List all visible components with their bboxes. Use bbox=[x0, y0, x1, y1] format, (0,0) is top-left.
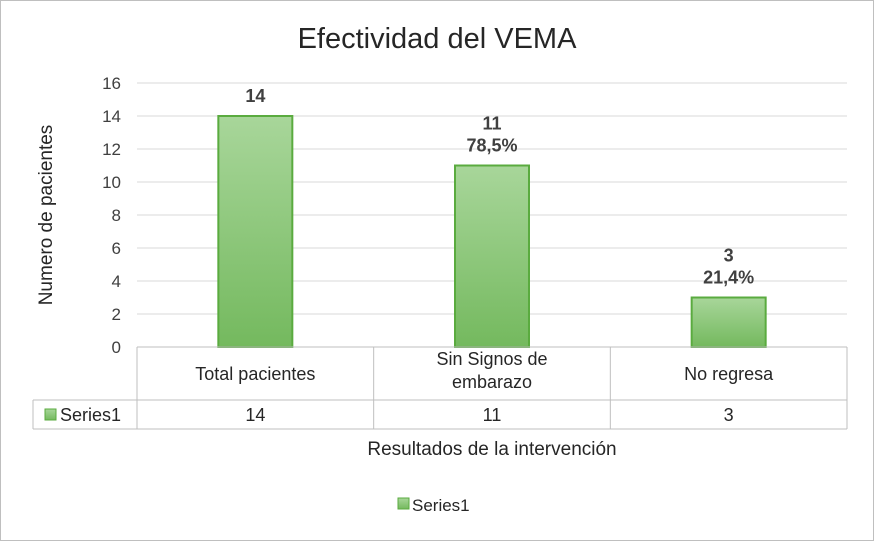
data-label-value: 11 bbox=[482, 114, 501, 134]
legend: Series1 bbox=[397, 496, 470, 515]
table-value: 3 bbox=[724, 405, 734, 425]
category-label: Sin Signos de bbox=[436, 349, 547, 369]
y-tick-label: 8 bbox=[112, 206, 121, 225]
table-value: 14 bbox=[245, 405, 265, 425]
category-label: No regresa bbox=[684, 364, 774, 384]
bar bbox=[217, 115, 294, 348]
y-tick-label: 2 bbox=[112, 305, 121, 324]
data-label-percent: 21,4% bbox=[703, 268, 754, 288]
y-tick-label: 12 bbox=[102, 140, 121, 159]
y-tick-label: 0 bbox=[112, 338, 121, 357]
y-tick-label: 16 bbox=[102, 74, 121, 93]
bars bbox=[217, 115, 767, 348]
y-axis-title: Numero de pacientes bbox=[36, 125, 57, 306]
table-series-swatch bbox=[44, 408, 57, 421]
table-value: 11 bbox=[483, 405, 502, 425]
data-label-percent: 78,5% bbox=[466, 136, 517, 156]
bar bbox=[690, 296, 767, 348]
y-axis-ticks: 0 2 4 6 8 10 12 14 16 bbox=[102, 74, 121, 357]
legend-label: Series1 bbox=[412, 496, 470, 515]
y-tick-label: 4 bbox=[112, 272, 121, 291]
y-tick-label: 14 bbox=[102, 107, 121, 126]
category-label: Total pacientes bbox=[195, 364, 315, 384]
legend-swatch bbox=[397, 497, 410, 510]
x-axis-title: Resultados de la intervención bbox=[367, 439, 616, 460]
data-label-value: 3 bbox=[724, 246, 734, 266]
data-label-value: 14 bbox=[245, 86, 265, 106]
bar bbox=[454, 164, 530, 348]
chart-title: Efectividad del VEMA bbox=[298, 23, 578, 55]
category-label: embarazo bbox=[452, 372, 532, 392]
data-table: Total pacientes 14 Sin Signos de embarazo 11… bbox=[32, 346, 848, 430]
y-tick-label: 10 bbox=[102, 173, 121, 192]
y-tick-label: 6 bbox=[112, 239, 121, 258]
table-series-label: Series1 bbox=[60, 405, 121, 425]
